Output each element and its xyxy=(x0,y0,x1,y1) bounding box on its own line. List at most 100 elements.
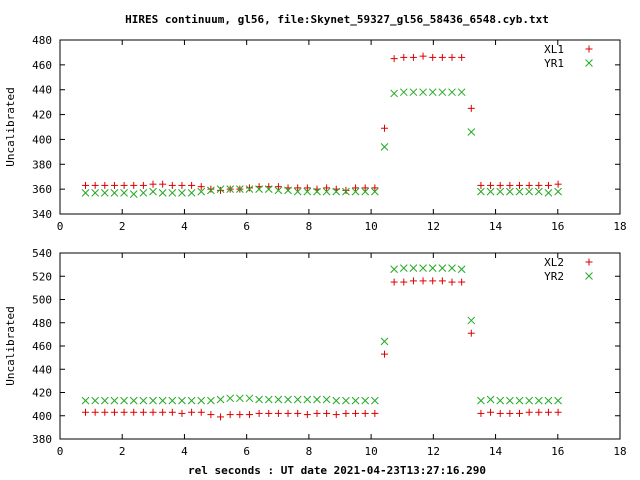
data-point-yr2 xyxy=(370,396,379,405)
bottom-y-tick-label: 460 xyxy=(32,340,52,353)
data-point-xl1 xyxy=(159,180,167,188)
data-point-yr1 xyxy=(370,187,379,196)
data-point-xl1 xyxy=(477,181,485,189)
data-point-xl1 xyxy=(323,184,331,192)
data-point-xl2 xyxy=(226,411,234,419)
data-point-yr2 xyxy=(496,396,505,405)
data-point-xl2 xyxy=(400,278,408,286)
top-y-tick-label: 480 xyxy=(32,34,52,47)
data-point-yr2 xyxy=(100,396,109,405)
bottom-x-tick-label: 12 xyxy=(427,445,440,458)
data-point-yr2 xyxy=(168,396,177,405)
data-point-yr1 xyxy=(284,186,292,195)
data-point-xl2 xyxy=(245,411,253,419)
top-y-tick-label: 440 xyxy=(32,84,52,97)
data-point-yr2 xyxy=(351,396,360,405)
data-point-xl1 xyxy=(419,52,427,60)
data-point-xl2 xyxy=(197,408,205,416)
data-point-yr2 xyxy=(534,396,543,405)
data-point-yr2 xyxy=(525,396,534,405)
top-x-tick-label: 0 xyxy=(57,220,64,233)
data-point-xl2 xyxy=(458,278,466,286)
data-point-yr2 xyxy=(419,264,427,272)
data-point-xl2 xyxy=(120,408,128,416)
data-point-xl2 xyxy=(419,277,427,285)
data-point-xl1 xyxy=(245,184,253,192)
data-point-yr2 xyxy=(399,264,408,272)
top-y-tick-label: 460 xyxy=(32,59,52,72)
top-plot-frame xyxy=(59,39,621,215)
legend-marker-xl2 xyxy=(585,258,593,266)
bottom-y-tick-label: 420 xyxy=(32,387,52,400)
data-point-xl1 xyxy=(207,185,215,193)
data-point-yr2 xyxy=(149,396,157,405)
data-point-yr1 xyxy=(235,185,244,193)
bottom-x-tick-label: 4 xyxy=(181,445,188,458)
data-point-xl1 xyxy=(458,53,466,61)
data-point-yr2 xyxy=(554,396,562,405)
data-point-yr1 xyxy=(506,187,514,196)
data-point-xl1 xyxy=(361,184,369,192)
data-point-yr1 xyxy=(129,190,138,198)
data-point-xl1 xyxy=(149,180,157,188)
data-point-yr2 xyxy=(322,395,331,404)
bottom-y-tick-label: 520 xyxy=(32,270,52,283)
data-point-yr1 xyxy=(351,187,360,196)
data-point-xl2 xyxy=(294,409,302,417)
data-point-xl2 xyxy=(380,350,388,358)
data-point-yr1 xyxy=(448,88,456,97)
data-point-xl2 xyxy=(110,408,118,416)
data-point-xl1 xyxy=(448,53,456,61)
data-point-xl2 xyxy=(448,278,456,286)
data-point-xl2 xyxy=(409,277,417,285)
legend-marker-yr2 xyxy=(585,272,593,280)
data-point-yr2 xyxy=(390,265,398,274)
data-point-yr2 xyxy=(428,264,437,272)
data-point-yr1 xyxy=(120,189,128,197)
data-point-yr1 xyxy=(399,88,408,97)
data-point-yr2 xyxy=(226,394,235,403)
data-point-yr1 xyxy=(525,187,534,196)
data-point-xl2 xyxy=(332,411,340,419)
data-point-yr1 xyxy=(342,187,350,196)
bottom-x-tick-label: 14 xyxy=(489,445,503,458)
bottom-y-tick-label: 540 xyxy=(32,247,52,260)
top-ticks: 0 2 4 6 8 10 12 14 16 18 340 360 380 400 420 440 460 480 xyxy=(32,34,627,233)
data-point-yr1 xyxy=(139,189,148,197)
data-point-yr1 xyxy=(380,143,389,151)
data-point-xl2 xyxy=(535,408,543,416)
data-point-yr2 xyxy=(303,395,312,404)
data-point-yr2 xyxy=(332,396,341,405)
bottom-x-tick-label: 10 xyxy=(364,445,377,458)
data-point-yr1 xyxy=(332,187,341,196)
data-point-xl1 xyxy=(400,53,408,61)
data-point-xl1 xyxy=(544,181,552,189)
data-point-xl1 xyxy=(390,55,398,63)
data-point-yr1 xyxy=(245,185,254,193)
data-point-yr1 xyxy=(554,187,562,196)
data-point-xl1 xyxy=(506,181,514,189)
bottom-y-axis-label: Uncalibrated xyxy=(4,306,17,385)
bottom-y-tick-label: 400 xyxy=(32,410,52,423)
data-point-yr1 xyxy=(477,187,485,196)
data-point-xl1 xyxy=(101,181,109,189)
legend-marker-yr1 xyxy=(585,59,593,67)
bottom-plot: Uncalibrated 0 2 4 6 8 10 12 14 16 18 380 400 420 440… xyxy=(4,247,627,458)
data-point-yr2 xyxy=(235,394,244,403)
top-x-tick-label: 16 xyxy=(551,220,564,233)
data-point-xl1 xyxy=(188,181,196,189)
data-point-xl1 xyxy=(82,181,90,189)
data-point-yr1 xyxy=(264,185,273,193)
data-point-yr1 xyxy=(91,189,100,197)
data-point-yr1 xyxy=(361,187,370,196)
data-point-yr2 xyxy=(506,396,514,405)
data-point-yr2 xyxy=(293,395,302,404)
data-point-xl2 xyxy=(554,408,562,416)
legend-symbol-yr2 xyxy=(585,272,593,280)
bottom-x-tick-label: 18 xyxy=(613,445,626,458)
data-point-xl1 xyxy=(130,181,138,189)
data-point-xl2 xyxy=(149,408,157,416)
data-point-yr1 xyxy=(274,186,283,195)
data-point-yr1 xyxy=(496,187,505,196)
